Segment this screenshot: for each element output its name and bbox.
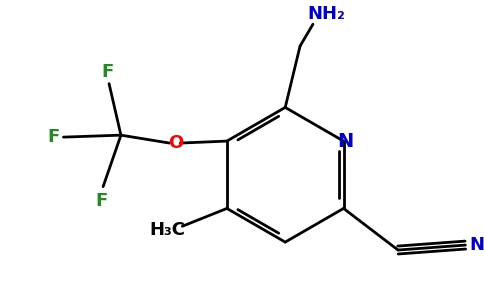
- Text: F: F: [47, 128, 60, 146]
- Text: F: F: [95, 191, 107, 209]
- Text: NH₂: NH₂: [307, 5, 345, 23]
- Text: O: O: [168, 134, 183, 152]
- Text: N: N: [470, 236, 484, 254]
- Text: F: F: [101, 63, 113, 81]
- Text: H₃C: H₃C: [150, 221, 185, 239]
- Text: N: N: [337, 132, 354, 151]
